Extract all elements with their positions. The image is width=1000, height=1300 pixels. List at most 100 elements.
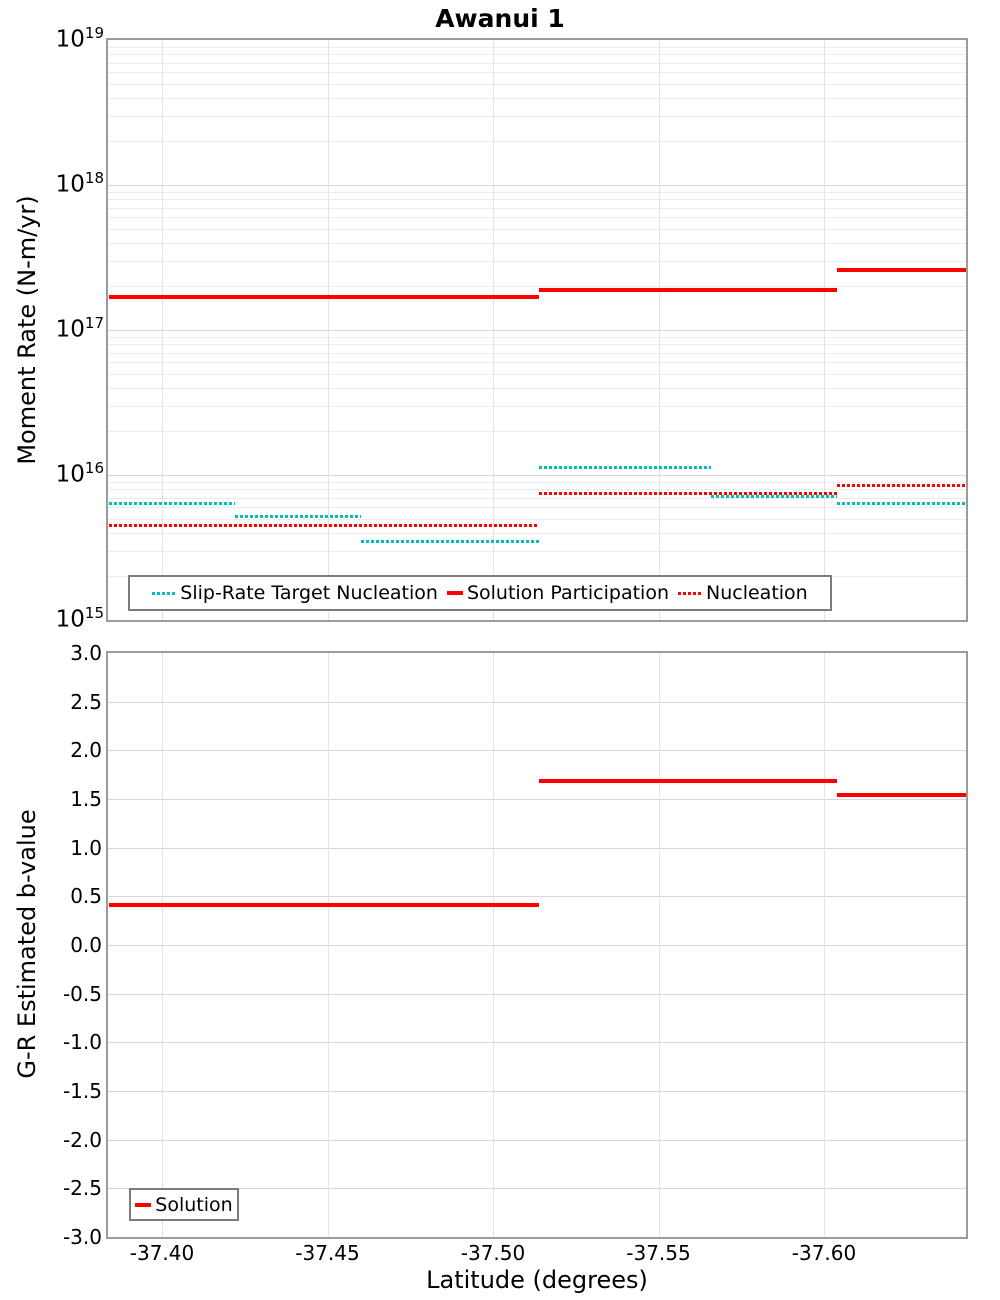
vertical-gridline (493, 40, 494, 620)
series-segment (539, 466, 712, 470)
minor-gridline (108, 489, 966, 491)
solution-line-swatch (135, 1202, 152, 1207)
ytick-label: 1016 (55, 459, 104, 488)
major-gridline (108, 1188, 966, 1190)
ytick-label: 1015 (55, 604, 104, 633)
vertical-gridline (493, 653, 494, 1237)
legend-label-slip-rate-target: Slip-Rate Target Nucleation (180, 582, 438, 604)
ytick-label: -0.5 (62, 981, 102, 1006)
legend-label-solution: Solution (155, 1193, 233, 1216)
ytick-label: -2.0 (62, 1127, 102, 1152)
series-segment (837, 793, 966, 798)
vertical-gridline (327, 653, 329, 1237)
legend-item-solution: Solution (135, 1193, 233, 1216)
minor-gridline (108, 207, 966, 209)
vertical-gridline (162, 653, 163, 1237)
vertical-gridline (327, 40, 329, 620)
minor-gridline (108, 191, 966, 193)
ytick-label: 1.5 (70, 787, 102, 811)
minor-gridline (108, 431, 966, 433)
ytick-label: 3.0 (70, 641, 102, 665)
major-gridline (108, 896, 966, 898)
series-segment (837, 483, 966, 487)
minor-gridline (108, 518, 966, 520)
ytick-label: 1017 (55, 314, 104, 343)
series-segment (109, 501, 235, 505)
legend-item-slip-rate-target: Slip-Rate Target Nucleation (152, 582, 438, 604)
series-segment (360, 539, 540, 543)
slip-rate-target-line-swatch (152, 591, 177, 595)
ytick-label: 1018 (55, 169, 104, 198)
minor-gridline (108, 405, 966, 407)
moment-rate-plot (106, 38, 968, 622)
minor-gridline (108, 228, 966, 230)
legend-item-solution-participation: Solution Participation (446, 582, 669, 604)
xtick-label: -37.60 (791, 1241, 857, 1265)
solution-participation-line-swatch (446, 591, 463, 595)
vertical-gridline (824, 40, 825, 620)
ytick-label: 2.0 (70, 738, 102, 763)
legend-bvalue: Solution (129, 1188, 239, 1221)
xtick-label: -37.40 (129, 1241, 195, 1265)
major-gridline (108, 1139, 966, 1141)
ytick-label: -1.0 (62, 1030, 102, 1055)
major-gridline (108, 945, 966, 946)
vertical-gridline (658, 40, 660, 620)
major-gridline (108, 993, 966, 995)
legend-moment-rate: Slip-Rate Target Nucleation Solution Par… (128, 575, 832, 611)
series-segment (109, 523, 540, 527)
ytick-label: 0.0 (70, 933, 102, 957)
minor-gridline (108, 352, 966, 354)
ytick-label: 1019 (55, 24, 104, 53)
major-gridline (108, 185, 966, 186)
latitude-axis-title: Latitude (degrees) (426, 1266, 648, 1294)
minor-gridline (108, 72, 966, 74)
minor-gridline (108, 62, 966, 64)
minor-gridline (108, 199, 966, 201)
ytick-label: -1.5 (62, 1079, 102, 1103)
major-gridline (108, 799, 966, 800)
ytick-label: 2.5 (70, 689, 102, 714)
minor-gridline (108, 286, 966, 288)
minor-gridline (108, 242, 966, 244)
major-gridline (108, 750, 966, 752)
vertical-gridline (824, 653, 825, 1237)
xtick-label: -37.55 (626, 1241, 691, 1265)
minor-gridline (108, 507, 966, 509)
bvalue-plot (106, 651, 968, 1239)
minor-gridline (108, 54, 966, 56)
legend-label-solution-participation: Solution Participation (466, 582, 669, 604)
minor-gridline (108, 362, 966, 364)
series-segment (539, 491, 838, 495)
vertical-gridline (658, 653, 660, 1237)
minor-gridline (108, 115, 966, 117)
major-gridline (108, 847, 966, 849)
minor-gridline (108, 97, 966, 99)
minor-gridline (108, 260, 966, 262)
series-segment (234, 514, 361, 518)
series-segment (837, 501, 966, 505)
vertical-gridline (162, 40, 163, 620)
series-segment (539, 778, 838, 783)
minor-gridline (108, 46, 966, 48)
minor-gridline (108, 497, 966, 499)
series-segment (109, 903, 540, 908)
series-segment (711, 495, 838, 499)
minor-gridline (108, 550, 966, 552)
major-gridline (108, 701, 966, 703)
legend-item-nucleation: Nucleation (678, 582, 808, 604)
xtick-label: -37.45 (295, 1241, 360, 1265)
chart-title: Awanui 1 (435, 4, 565, 33)
minor-gridline (108, 481, 966, 483)
ytick-label: -2.5 (62, 1176, 102, 1201)
series-segment (837, 267, 966, 272)
ytick-label: -3.0 (62, 1225, 102, 1249)
ytick-label: 0.5 (70, 884, 102, 909)
nucleation-line-swatch (678, 591, 702, 595)
minor-gridline (108, 217, 966, 219)
legend-label-nucleation: Nucleation (706, 582, 808, 604)
minor-gridline (108, 336, 966, 338)
major-gridline (108, 475, 966, 476)
major-gridline (108, 330, 966, 331)
